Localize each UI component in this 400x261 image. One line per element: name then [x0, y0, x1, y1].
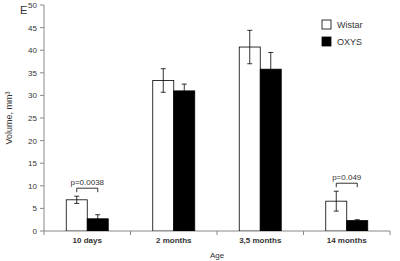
error-cap [355, 221, 360, 222]
x-tick-label: 2 months [156, 236, 192, 245]
error-cap [247, 63, 252, 64]
y-tick-label: 45 [28, 24, 37, 33]
x-tick [44, 231, 45, 235]
x-tick [217, 231, 218, 235]
error-cap [95, 222, 100, 223]
x-tick [130, 231, 131, 235]
legend-swatch [322, 20, 331, 29]
x-axis-title: Age [210, 251, 225, 260]
bar [153, 80, 174, 231]
chart: E 0 5 10 15 20 25 30 35 40 45 50 Volume, mm³ 10 days 2… [0, 0, 400, 261]
bar [66, 200, 87, 231]
y-tick [40, 118, 44, 119]
y-tick [40, 231, 44, 232]
error-bar [182, 84, 187, 98]
y-tick-label: 50 [28, 1, 37, 10]
bracket [336, 183, 357, 187]
error-cap [268, 85, 273, 86]
legend-label: Wistar [337, 20, 363, 30]
error-line [270, 52, 271, 85]
error-line [163, 69, 164, 93]
y-axis-title: Volume, mm³ [4, 91, 14, 144]
y-tick-label: 0 [33, 227, 38, 236]
y-tick [40, 72, 44, 73]
y-tick-label: 25 [28, 114, 37, 123]
error-line [97, 215, 98, 223]
bar [347, 221, 368, 231]
y-tick [40, 5, 44, 6]
legend-swatch [322, 37, 331, 46]
y-tick [40, 50, 44, 51]
y-axis [44, 5, 45, 231]
x-tick-label: 14 months [327, 236, 368, 245]
error-bar [95, 215, 100, 223]
error-cap [182, 97, 187, 98]
y-tick-label: 35 [28, 69, 37, 78]
error-cap [355, 219, 360, 220]
bracket [77, 188, 98, 192]
y-tick-label: 30 [28, 91, 37, 100]
bar [260, 69, 281, 231]
error-cap [74, 196, 79, 197]
error-cap [334, 191, 339, 192]
bar [174, 91, 195, 231]
x-tick [390, 231, 391, 235]
x-tick [303, 231, 304, 235]
y-tick-label: 5 [33, 204, 38, 213]
x-tick-label: 10 days [73, 236, 103, 245]
error-cap [334, 211, 339, 212]
error-line [336, 191, 337, 211]
annotation: p=0.0038 [70, 178, 104, 187]
error-line [249, 30, 250, 63]
error-bar [355, 220, 360, 222]
error-bar [247, 30, 252, 63]
error-bar [161, 69, 166, 93]
x-tick-label: 3,5 months [239, 236, 282, 245]
error-cap [95, 214, 100, 215]
error-cap [161, 92, 166, 93]
error-bar [268, 52, 273, 85]
y-tick-label: 20 [28, 137, 37, 146]
error-line [184, 84, 185, 98]
y-tick-label: 15 [28, 159, 37, 168]
panel-label: E [20, 4, 27, 16]
annotation: p=0.049 [332, 173, 362, 182]
error-cap [182, 84, 187, 85]
y-tick [40, 163, 44, 164]
error-bar [334, 191, 339, 211]
y-tick [40, 27, 44, 28]
error-cap [161, 68, 166, 69]
error-cap [268, 52, 273, 53]
y-tick-label: 10 [28, 182, 37, 191]
legend-label: OXYS [337, 37, 362, 47]
error-bar [74, 196, 79, 203]
bar [239, 47, 260, 231]
error-line [76, 196, 77, 203]
error-cap [74, 203, 79, 204]
y-tick-label: 40 [28, 46, 37, 55]
y-tick [40, 140, 44, 141]
y-tick [40, 185, 44, 186]
y-tick [40, 95, 44, 96]
error-cap [247, 30, 252, 31]
y-tick [40, 208, 44, 209]
bars [66, 30, 368, 231]
